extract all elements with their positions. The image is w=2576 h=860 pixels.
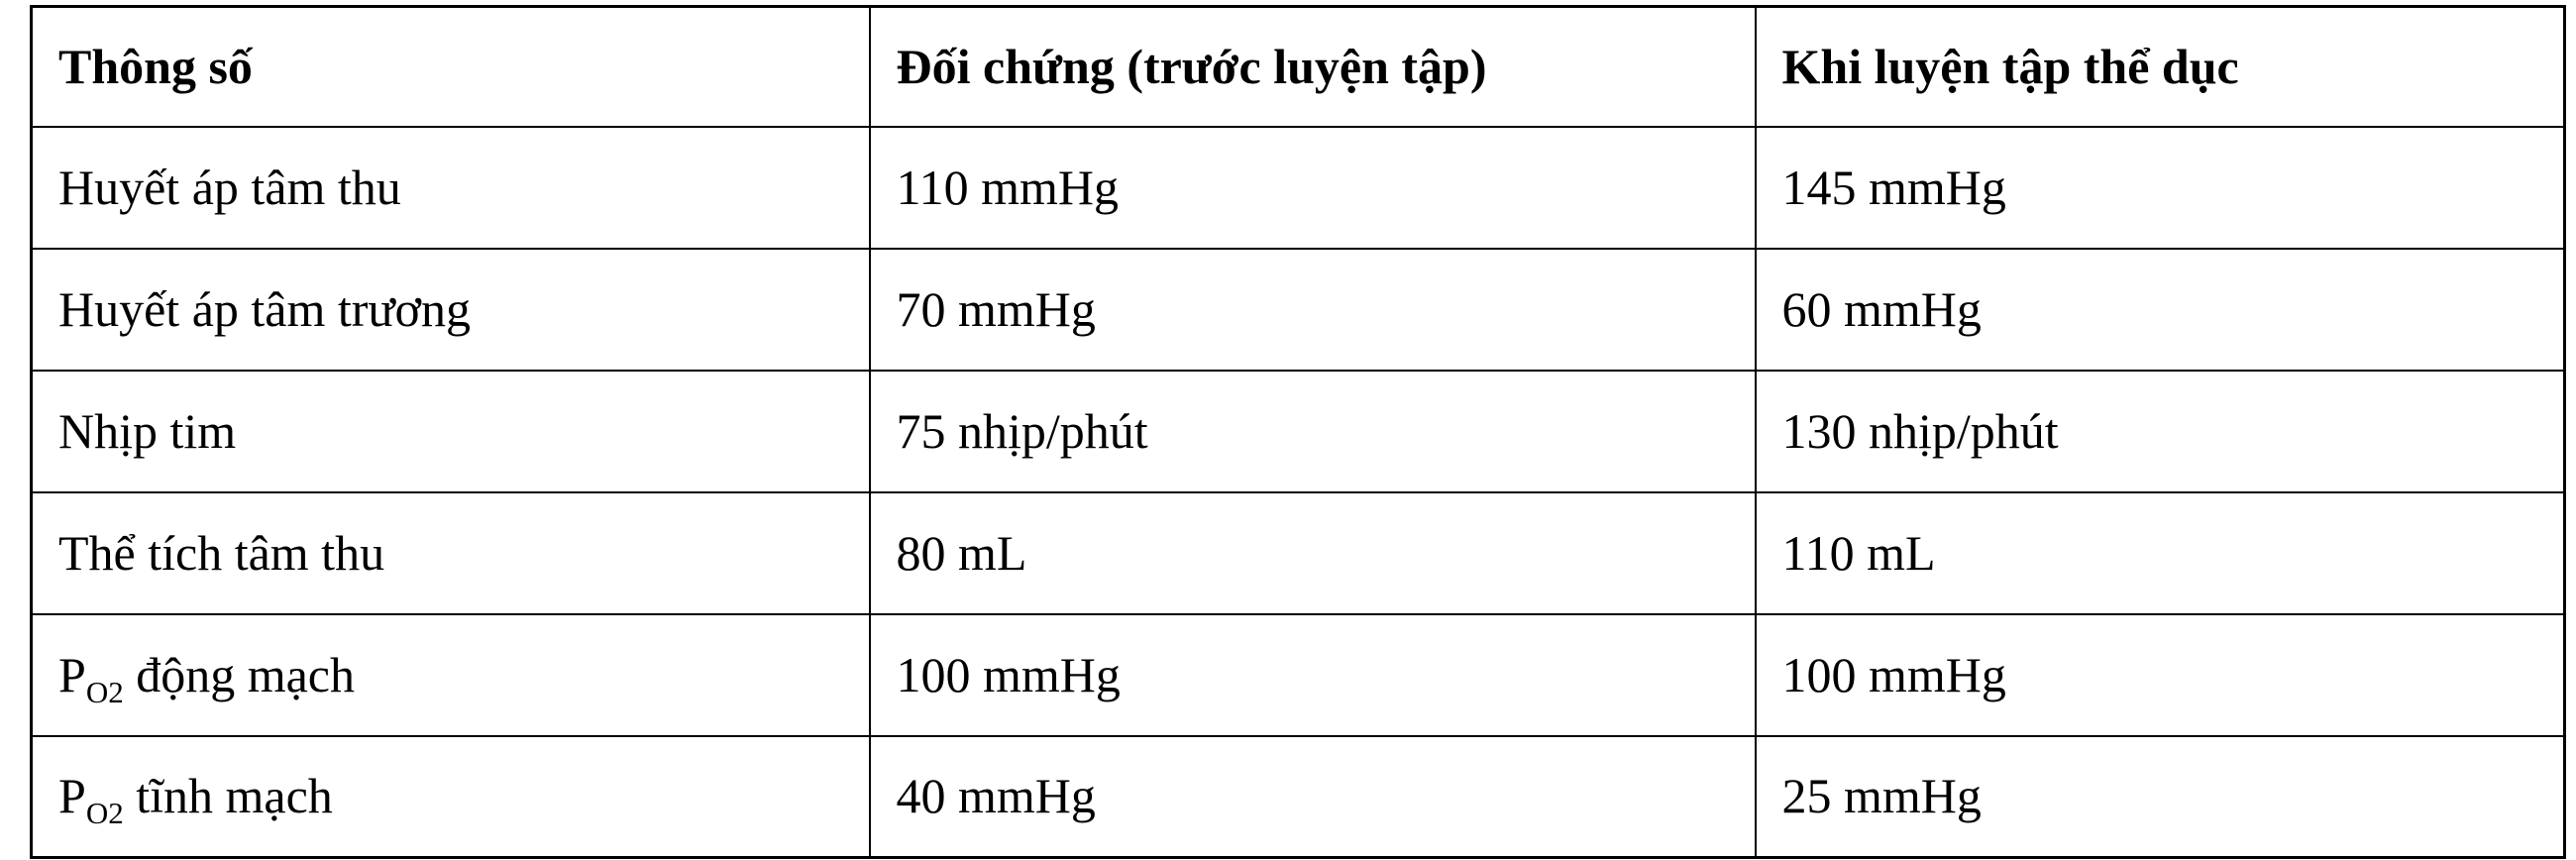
table-header: Thông số Đối chứng (trước luyện tập) Khi… [30, 5, 2566, 128]
cell-control: 110 mmHg [868, 125, 1757, 250]
table-row: Huyết áp tâm trương 70 mmHg 60 mmHg [30, 247, 2566, 372]
po2-base: P [58, 768, 86, 824]
cell-parameter: Huyết áp tâm trương [30, 247, 871, 372]
table-body: Huyết áp tâm thu 110 mmHg 145 mmHg Huyết… [30, 125, 2566, 859]
table-header-row: Thông số Đối chứng (trước luyện tập) Khi… [30, 5, 2566, 128]
column-header-exercise: Khi luyện tập thể dục [1754, 5, 2566, 128]
cell-exercise: 110 mL [1754, 490, 2566, 615]
po2-base: P [58, 646, 86, 702]
po2-subscript: O2 [85, 796, 124, 831]
cell-exercise: 25 mmHg [1754, 734, 2566, 859]
cell-parameter: Thể tích tâm thu [30, 490, 871, 615]
cell-parameter: PO2 tĩnh mạch [30, 734, 871, 859]
cell-control: 100 mmHg [868, 612, 1757, 737]
cell-parameter: Nhịp tim [30, 369, 871, 493]
cell-exercise: 60 mmHg [1754, 247, 2566, 372]
cell-control: 80 mL [868, 490, 1757, 615]
table-row: Thể tích tâm thu 80 mL 110 mL [30, 490, 2566, 615]
physiology-comparison-table: Thông số Đối chứng (trước luyện tập) Khi… [30, 5, 2566, 859]
cell-control: 70 mmHg [868, 247, 1757, 372]
cell-exercise: 145 mmHg [1754, 125, 2566, 250]
cell-exercise: 130 nhịp/phút [1754, 369, 2566, 493]
column-header-parameter: Thông số [30, 5, 871, 128]
cell-control: 75 nhịp/phút [868, 369, 1757, 493]
po2-subscript: O2 [85, 674, 124, 709]
po2-rest: tĩnh mạch [123, 768, 333, 824]
table-row: PO2 động mạch 100 mmHg 100 mmHg [30, 612, 2566, 737]
table-row: Huyết áp tâm thu 110 mmHg 145 mmHg [30, 125, 2566, 250]
table-row: PO2 tĩnh mạch 40 mmHg 25 mmHg [30, 734, 2566, 859]
cell-parameter: Huyết áp tâm thu [30, 125, 871, 250]
column-header-control: Đối chứng (trước luyện tập) [868, 5, 1757, 128]
table-row: Nhịp tim 75 nhịp/phút 130 nhịp/phút [30, 369, 2566, 493]
po2-rest: động mạch [123, 646, 355, 702]
cell-parameter: PO2 động mạch [30, 612, 871, 737]
cell-control: 40 mmHg [868, 734, 1757, 859]
cell-exercise: 100 mmHg [1754, 612, 2566, 737]
